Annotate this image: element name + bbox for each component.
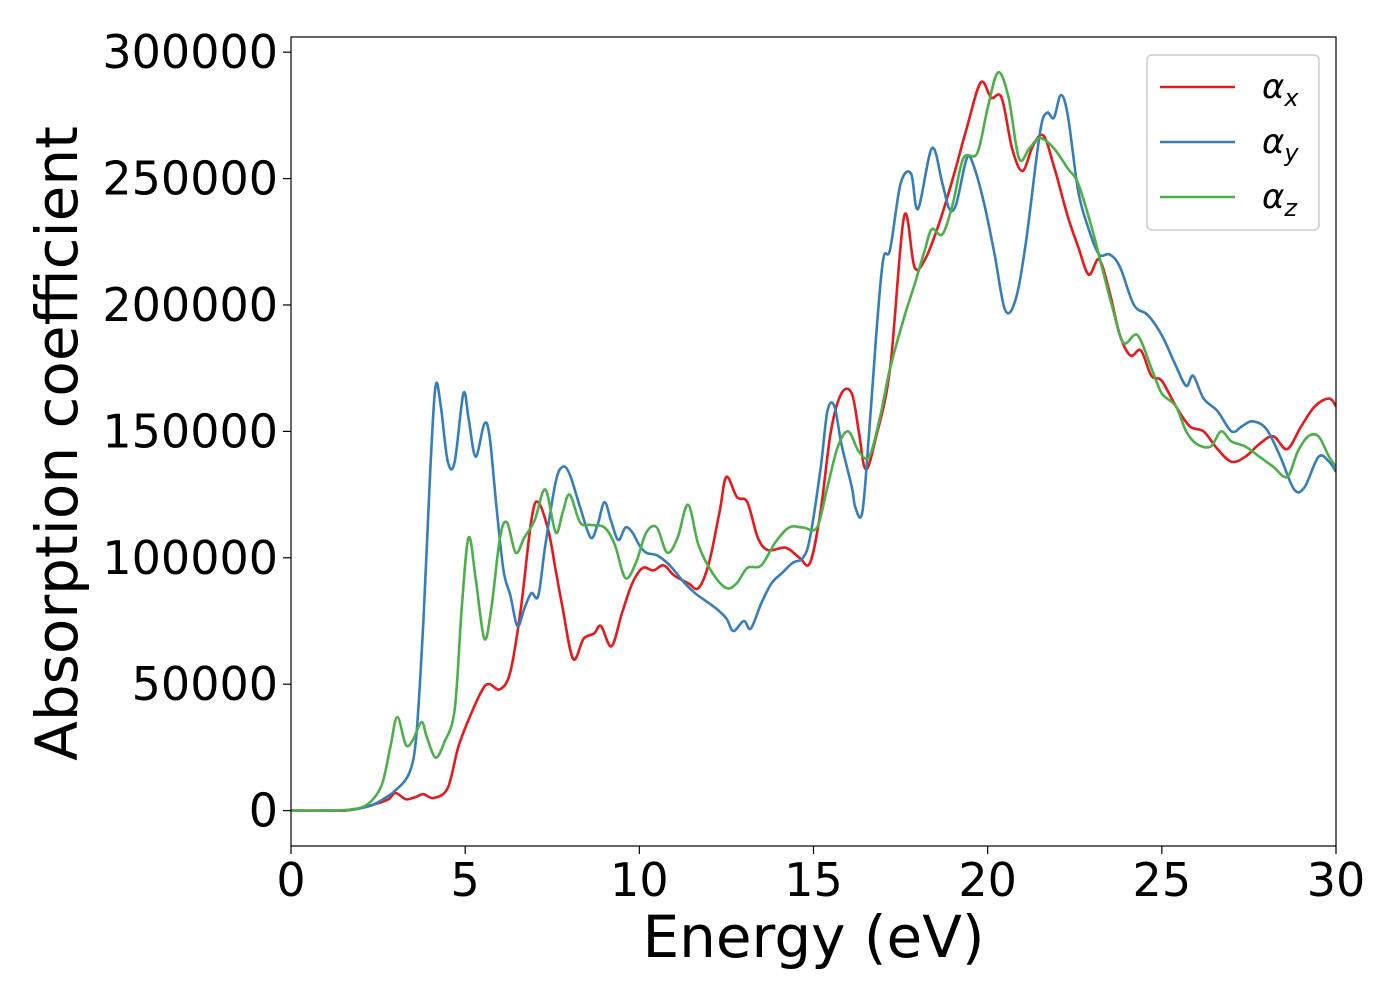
series-line-y [291, 93, 1336, 812]
legend-label: αy [1262, 122, 1299, 167]
x-axis: 0 5 10 15 20 25 30 [276, 846, 1365, 907]
legend-label: αx [1262, 67, 1299, 112]
y-tick-label: 300000 [102, 25, 278, 79]
y-tick-label: 0 [249, 784, 278, 838]
legend-item-z: αz [1160, 177, 1298, 222]
legend-item-x: αx [1160, 67, 1299, 112]
x-tick-label: 10 [610, 853, 669, 907]
legend: αx αy αz [1146, 54, 1320, 231]
legend-label: αz [1262, 177, 1298, 222]
y-tick-label: 150000 [102, 404, 278, 458]
y-tick-label: 50000 [132, 657, 278, 711]
y-tick-label: 200000 [102, 278, 278, 332]
x-tick-label: 20 [958, 853, 1017, 907]
series-line-x [291, 80, 1336, 813]
x-tick-label: 15 [784, 853, 843, 907]
x-tick-label: 5 [451, 853, 480, 907]
x-tick-label: 25 [1133, 853, 1192, 907]
legend-item-y: αy [1160, 122, 1299, 167]
series-line-z [291, 71, 1336, 812]
x-axis-title: Energy (eV) [642, 903, 984, 971]
y-tick-label: 100000 [102, 531, 278, 585]
y-tick-label: 250000 [102, 152, 278, 206]
x-tick-label: 0 [276, 853, 305, 907]
series-layer [291, 71, 1336, 813]
y-axis: 0 50000 100000 150000 200000 250000 300000 [102, 25, 291, 838]
x-tick-label: 30 [1307, 853, 1366, 907]
y-axis-title: Absorption coefficient [23, 126, 91, 761]
